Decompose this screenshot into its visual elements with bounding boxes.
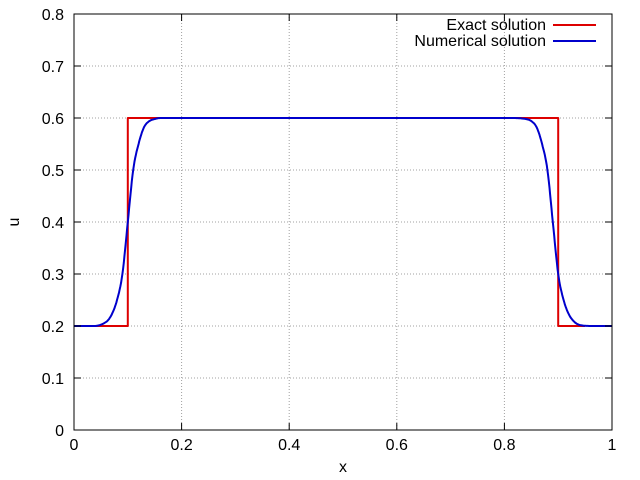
ticks: 0 0.2 0.4 0.6 0.8 1 0 0.1 0.2 0.3 0.4 0.5 0.6 0.7 0.8 [42,7,617,454]
y-tick-label: 0.5 [42,163,64,180]
y-tick-label: 0.4 [42,215,64,232]
legend-label-numerical: Numerical solution [414,33,546,50]
y-tick-label: 0.6 [42,111,64,128]
x-axis-label: x [339,459,347,476]
x-tick-label: 0.2 [170,437,192,454]
x-tick-label: 0 [70,437,79,454]
legend-label-exact: Exact solution [446,17,546,34]
legend: Exact solution Numerical solution [414,17,596,50]
y-tick-label: 0.7 [42,59,64,76]
y-tick-label: 0 [55,423,64,440]
x-tick-label: 0.6 [386,437,408,454]
series-group [74,117,612,327]
y-tick-label: 0.2 [42,319,64,336]
y-tick-label: 0.3 [42,267,64,284]
y-tick-label: 0.1 [42,371,64,388]
x-tick-label: 0.4 [278,437,300,454]
plot-frame [73,13,613,431]
y-tick-label: 0.8 [42,7,64,24]
x-tick-label: 1 [608,437,617,454]
numerical-solution-line [74,117,612,327]
x-tick-label: 0.8 [493,437,515,454]
y-axis-label: u [6,218,23,227]
grid [74,14,612,430]
